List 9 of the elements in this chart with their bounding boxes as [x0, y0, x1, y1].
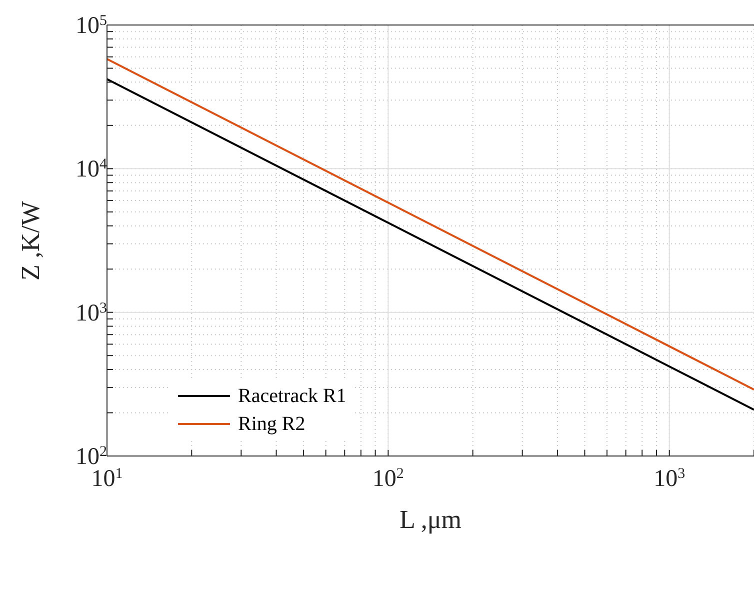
y-tick-label: 10$^{3}$: [76, 300, 107, 326]
legend-label: Ring R2: [238, 412, 306, 436]
y-tick-label: 10$^{4}$: [76, 156, 108, 183]
y-tick-label: 10$^{5}$: [76, 13, 107, 39]
legend-label: Racetrack R1: [238, 384, 346, 408]
y-axis-title: Z ,K/W: [16, 200, 46, 280]
x-tick-label: 10$^{3}$: [654, 466, 686, 492]
x-tick-label: 10$^{2}$: [372, 466, 404, 492]
x-axis-title: L ,μm: [399, 505, 462, 534]
